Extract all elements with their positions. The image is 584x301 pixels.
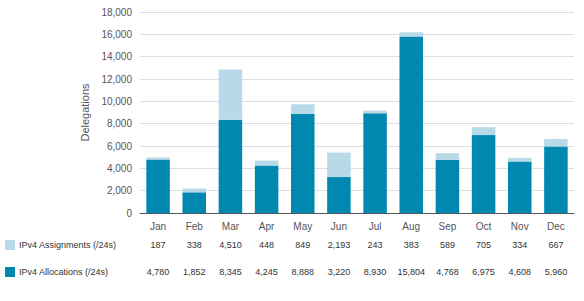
svg-text:IPv4 Assignments (/24s): IPv4 Assignments (/24s) [19,240,116,250]
svg-text:2,193: 2,193 [328,240,351,250]
svg-text:1,852: 1,852 [183,267,206,277]
svg-text:4,780: 4,780 [147,267,170,277]
svg-text:4,000: 4,000 [107,163,132,174]
svg-text:8,345: 8,345 [219,267,242,277]
svg-text:IPv4 Allocations (/24s): IPv4 Allocations (/24s) [19,267,108,277]
svg-text:Feb: Feb [186,221,204,232]
svg-text:705: 705 [476,240,491,250]
svg-text:8,888: 8,888 [291,267,314,277]
svg-text:589: 589 [440,240,455,250]
svg-text:6,000: 6,000 [107,141,132,152]
svg-text:Mar: Mar [222,221,240,232]
svg-text:334: 334 [512,240,527,250]
svg-text:187: 187 [151,240,166,250]
svg-text:448: 448 [259,240,274,250]
svg-text:6,975: 6,975 [472,267,495,277]
svg-text:849: 849 [295,240,310,250]
svg-text:Jun: Jun [331,221,347,232]
svg-text:12,000: 12,000 [101,74,132,85]
svg-text:Dec: Dec [547,221,565,232]
svg-text:8,000: 8,000 [107,118,132,129]
svg-text:14,000: 14,000 [101,51,132,62]
svg-text:4,608: 4,608 [508,267,531,277]
svg-text:Sep: Sep [439,221,457,232]
svg-text:15,804: 15,804 [397,267,425,277]
svg-text:Apr: Apr [259,221,275,232]
svg-text:4,245: 4,245 [255,267,278,277]
svg-text:10,000: 10,000 [101,96,132,107]
svg-text:Delegations: Delegations [79,83,91,142]
svg-text:667: 667 [548,240,563,250]
svg-text:Nov: Nov [511,221,529,232]
svg-text:2,000: 2,000 [107,185,132,196]
svg-text:Oct: Oct [476,221,492,232]
svg-text:3,220: 3,220 [328,267,351,277]
svg-text:243: 243 [368,240,383,250]
svg-text:383: 383 [404,240,419,250]
svg-text:Jan: Jan [150,221,166,232]
svg-text:May: May [293,221,312,232]
svg-text:8,930: 8,930 [364,267,387,277]
svg-text:5,960: 5,960 [545,267,568,277]
svg-text:Aug: Aug [402,221,420,232]
svg-text:18,000: 18,000 [101,7,132,18]
svg-text:338: 338 [187,240,202,250]
svg-text:4,510: 4,510 [219,240,242,250]
svg-text:16,000: 16,000 [101,29,132,40]
svg-text:Jul: Jul [369,221,382,232]
svg-text:0: 0 [126,208,132,219]
svg-text:4,768: 4,768 [436,267,459,277]
